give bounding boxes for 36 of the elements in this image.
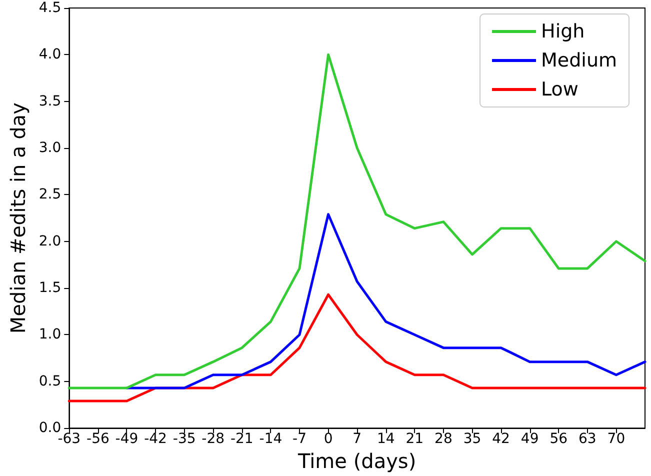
y-axis-title: Median #edits in a day [6,102,30,334]
x-tick-label: 14 [376,431,395,448]
x-tick-label: -42 [144,431,167,448]
x-tick-label: 7 [352,431,362,448]
legend-label: Medium [541,50,618,72]
x-tick-label: -49 [115,431,138,448]
y-tick-label: 3.0 [38,140,62,156]
y-tick-label: 2.0 [38,233,62,250]
line-series [68,293,646,402]
y-tick-label: 0.5 [38,373,62,390]
x-tick-label: -7 [292,431,306,448]
x-tick-label: 35 [463,431,482,448]
y-tick-label: 3.5 [38,93,62,110]
x-tick-label: 56 [550,431,568,448]
y-tick-label: 2.5 [38,186,62,203]
y-tick-label: 1.0 [38,326,62,343]
x-tick-label: 21 [406,431,424,448]
line-series [126,213,646,390]
x-tick-label: -35 [172,431,196,448]
y-tick-label: 1.5 [38,280,62,296]
x-tick-label: 70 [607,431,626,448]
x-tick-label: 42 [492,431,510,448]
line-series [68,53,646,390]
x-tick-label: -56 [86,431,110,448]
x-tick-label: -28 [202,431,225,448]
legend-label: High [541,20,585,42]
x-tick-label: -14 [259,431,282,448]
x-tick-label: 28 [434,431,452,448]
x-tick-label: 63 [578,431,596,448]
x-axis-title: Time (days) [297,449,416,473]
x-tick-label: -21 [230,431,254,448]
legend-label: Low [541,78,578,100]
y-tick-label: 4.0 [38,46,62,63]
x-tick-label: 0 [324,431,333,448]
x-tick-label: 49 [520,431,539,448]
y-tick-label: 4.5 [38,0,62,16]
